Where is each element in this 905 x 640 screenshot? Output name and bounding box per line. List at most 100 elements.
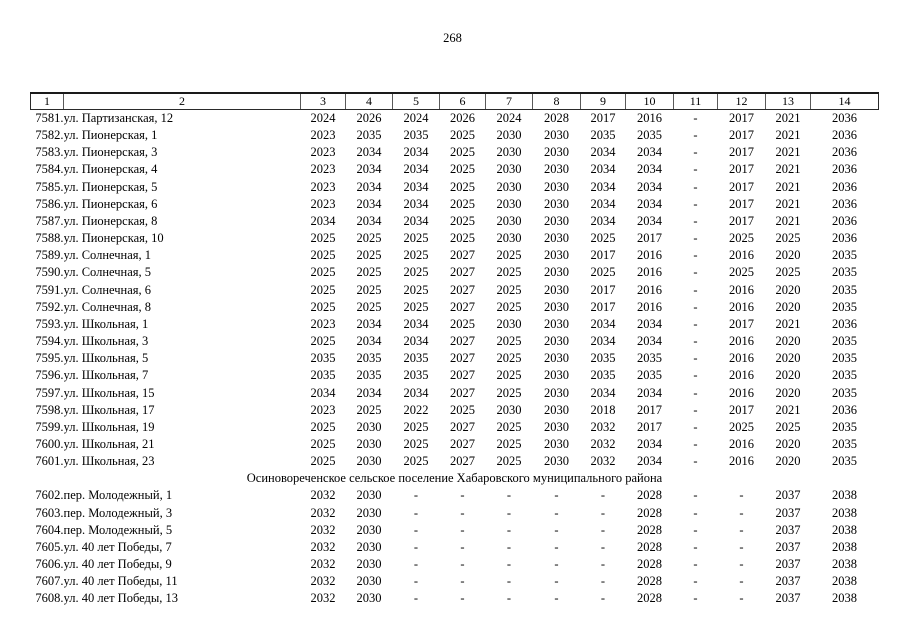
row-number-cell: 7599. bbox=[35, 419, 64, 434]
year-cell-col-8: 2030 bbox=[544, 162, 569, 177]
year-cell-col-11: - bbox=[693, 111, 698, 125]
year-cell-col-9: - bbox=[600, 522, 606, 537]
year-cell-col-4: 2025 bbox=[356, 299, 382, 314]
year-cell-col-6: 2027 bbox=[450, 419, 475, 434]
year-cell-col-11: - bbox=[693, 299, 698, 314]
year-cell-col-8: - bbox=[554, 522, 559, 537]
column-header-6: 6 bbox=[439, 92, 486, 110]
column-header-3: 3 bbox=[300, 92, 346, 110]
row-number-cell: 7602. bbox=[35, 488, 64, 503]
year-cell-col-14: 2038 bbox=[832, 591, 857, 606]
year-cell-col-11: - bbox=[693, 557, 698, 572]
year-cell-col-9: - bbox=[600, 488, 606, 503]
year-cell-col-7: 2025 bbox=[496, 368, 522, 383]
table-row: 7599. ул. Школьная, 19 2025 2030 2025 2027 202… bbox=[31, 419, 879, 436]
year-cell-col-3: 2023 bbox=[310, 196, 336, 211]
year-cell-col-10: 2034 bbox=[637, 436, 662, 451]
year-cell-col-3: 2034 bbox=[310, 385, 336, 400]
address-cell: ул. Партизанская, 12 bbox=[63, 111, 174, 125]
year-cell-col-11: - bbox=[693, 213, 698, 228]
year-cell-col-4: 2034 bbox=[356, 385, 382, 400]
year-cell-col-9: 2034 bbox=[590, 316, 616, 331]
year-cell-col-6: 2027 bbox=[450, 454, 475, 469]
year-cell-col-8: - bbox=[554, 488, 559, 503]
year-cell-col-10: 2034 bbox=[637, 334, 662, 349]
year-cell-col-3: 2032 bbox=[310, 522, 336, 537]
year-cell-col-3: 2025 bbox=[310, 334, 336, 349]
year-cell-col-7: 2030 bbox=[496, 402, 522, 417]
column-header-11: 11 bbox=[673, 92, 718, 110]
table-row: 7583. ул. Пионерская, 3 2023 2034 2034 2025 20… bbox=[31, 144, 879, 161]
year-cell-col-11: - bbox=[693, 539, 698, 554]
year-cell-col-10: 2016 bbox=[637, 282, 662, 297]
table-row: 7598. ул. Школьная, 17 2023 2025 2022 2025 203… bbox=[31, 402, 879, 419]
year-cell-col-7: 2025 bbox=[496, 299, 522, 314]
year-cell-col-8: - bbox=[554, 557, 559, 572]
year-cell-col-3: 2023 bbox=[310, 402, 336, 417]
address-cell: ул. 40 лет Победы, 11 bbox=[63, 574, 178, 589]
year-cell-col-9: 2034 bbox=[590, 213, 616, 228]
year-cell-col-3: 2025 bbox=[310, 265, 336, 280]
row-number-cell: 7601. bbox=[35, 454, 64, 469]
year-cell-col-6: 2025 bbox=[450, 231, 475, 246]
year-cell-col-13: 2020 bbox=[775, 454, 801, 469]
year-cell-col-14: 2038 bbox=[832, 574, 857, 589]
table-row: 7585. ул. Пионерская, 5 2023 2034 2034 2025 20… bbox=[31, 179, 879, 196]
year-cell-col-5: 2025 bbox=[403, 248, 429, 263]
year-cell-col-14: 2035 bbox=[832, 282, 857, 297]
year-cell-col-14: 2038 bbox=[832, 522, 857, 537]
year-cell-col-3: 2035 bbox=[310, 351, 336, 366]
year-cell-col-10: 2016 bbox=[637, 111, 662, 125]
year-cell-col-13: 2037 bbox=[775, 522, 801, 537]
table-row: 7600. ул. Школьная, 21 2025 2030 2025 2027 202… bbox=[31, 436, 879, 453]
year-cell-col-7: - bbox=[506, 522, 512, 537]
year-cell-col-5: - bbox=[413, 574, 419, 589]
year-cell-col-6: 2025 bbox=[450, 316, 475, 331]
year-cell-col-5: 2022 bbox=[403, 402, 429, 417]
year-cell-col-8: 2030 bbox=[544, 231, 569, 246]
address-cell: ул. Пионерская, 4 bbox=[63, 162, 158, 177]
row-number-cell: 7604. bbox=[35, 522, 64, 537]
year-cell-col-8: - bbox=[554, 505, 559, 520]
year-cell-col-9: 2017 bbox=[590, 282, 616, 297]
year-cell-col-4: 2030 bbox=[356, 557, 382, 572]
year-cell-col-10: 2016 bbox=[637, 299, 662, 314]
year-cell-col-14: 2035 bbox=[832, 351, 857, 366]
year-cell-col-11: - bbox=[693, 265, 698, 280]
address-cell: ул. Школьная, 19 bbox=[63, 419, 155, 434]
year-cell-col-9: 2034 bbox=[590, 334, 616, 349]
year-cell-col-12: 2016 bbox=[729, 368, 754, 383]
address-cell: ул. Школьная, 1 bbox=[63, 316, 149, 331]
year-cell-col-13: 2037 bbox=[775, 574, 801, 589]
address-cell: пер. Молодежный, 1 bbox=[63, 488, 173, 503]
year-cell-col-3: 2023 bbox=[310, 162, 336, 177]
year-cell-col-8: 2030 bbox=[544, 436, 569, 451]
year-cell-col-11: - bbox=[693, 454, 698, 469]
year-cell-col-7: 2025 bbox=[496, 334, 522, 349]
address-cell: ул. Школьная, 7 bbox=[63, 368, 149, 383]
year-cell-col-8: 2030 bbox=[544, 179, 569, 194]
year-cell-col-12: - bbox=[739, 505, 744, 520]
year-cell-col-12: 2016 bbox=[729, 351, 754, 366]
row-number-cell: 7606. bbox=[35, 557, 64, 572]
address-cell: ул. 40 лет Победы, 13 bbox=[63, 591, 179, 606]
row-number-cell: 7596. bbox=[35, 368, 64, 383]
year-cell-col-12: 2017 bbox=[729, 111, 754, 125]
year-cell-col-14: 2035 bbox=[832, 454, 857, 469]
year-cell-col-5: 2035 bbox=[403, 351, 429, 366]
year-cell-col-9: 2017 bbox=[590, 111, 616, 125]
address-cell: ул. Школьная, 3 bbox=[63, 334, 149, 349]
year-cell-col-5: 2025 bbox=[403, 265, 429, 280]
year-cell-col-8: - bbox=[554, 539, 559, 554]
year-cell-col-12: 2017 bbox=[729, 402, 754, 417]
year-cell-col-10: 2028 bbox=[637, 557, 662, 572]
year-cell-col-11: - bbox=[693, 368, 698, 383]
table-row: 7606. ул. 40 лет Победы, 9 2032 2030 - - - - - 20… bbox=[31, 556, 879, 573]
year-cell-col-13: 2020 bbox=[775, 282, 801, 297]
year-cell-col-14: 2036 bbox=[832, 145, 857, 160]
column-header-2: 2 bbox=[63, 92, 301, 110]
year-cell-col-13: 2021 bbox=[775, 213, 801, 228]
year-cell-col-8: 2030 bbox=[544, 265, 569, 280]
table-row: 7592. ул. Солнечная, 8 2025 2025 2025 2027 202… bbox=[31, 299, 879, 316]
year-cell-col-8: 2030 bbox=[544, 351, 569, 366]
